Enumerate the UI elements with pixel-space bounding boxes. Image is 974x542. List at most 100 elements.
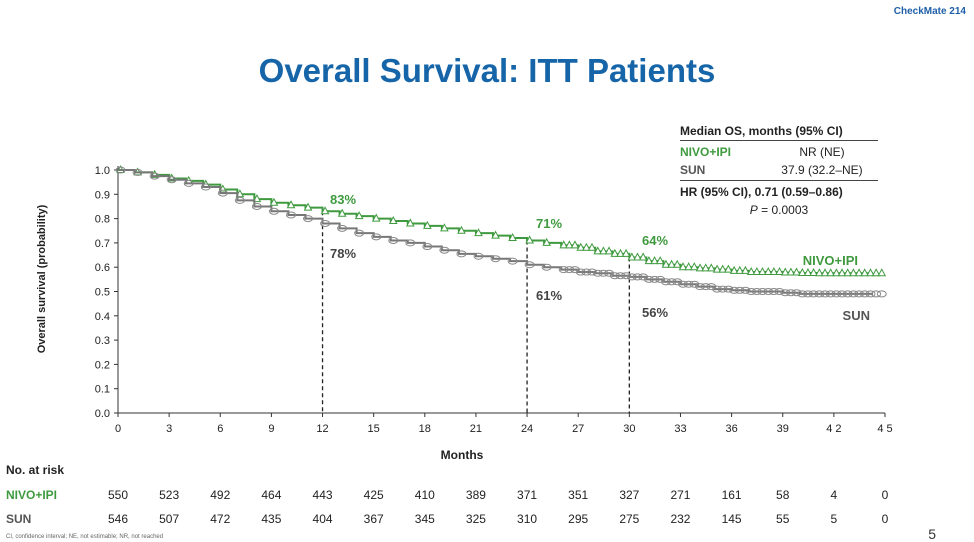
sun-censor-marker [626,273,637,281]
median-value-nivo: NR (NE) [799,145,845,159]
x-tick-label: 33 [674,423,686,435]
x-tick-label: 0 [115,423,121,435]
sun-censor-marker [149,172,160,180]
median-arm-sun: SUN [680,163,706,177]
nivo-ipi-censor-marker [746,267,756,276]
risk-value: 345 [414,512,435,526]
y-tick-label: 0.0 [95,408,110,420]
risk-value: 404 [312,512,333,526]
nivo-ipi-landmark-label: 71% [536,216,562,231]
risk-value: 435 [261,512,282,526]
x-tick-label: 30 [623,423,635,435]
nivo-ipi-censor-marker [803,267,813,277]
sun-censor-marker [643,275,654,283]
nivo-ipi-censor-marker [701,263,711,272]
p-value-number: = 0.0003 [757,203,809,217]
x-tick-label: 9 [268,423,274,435]
nivo-ipi-censor-marker [610,248,620,257]
risk-value: 443 [312,488,333,502]
sun-censor-marker [581,268,592,276]
sun-censor-marker [303,215,314,223]
risk-table-title: No. at risk [6,463,65,477]
survival-chart: 0.00.10.20.30.40.50.60.70.80.91.00 3 6 9 12 1… [95,164,893,435]
footnote: CI, confidence interval; NE, not estimab… [6,534,164,540]
nivo-ipi-censor-marker [621,248,631,257]
nivo-ipi-censor-marker [786,267,796,276]
sun-censor-marker [609,272,620,280]
nivo-ipi-censor-marker [405,218,415,227]
risk-value: 472 [210,512,231,526]
sun-censor-marker [660,278,671,286]
sun-censor-marker [763,288,774,295]
x-tick-label: 4 2 [826,423,841,435]
nivo-ipi-censor-marker [633,252,642,261]
nivo-ipi-censor-marker [775,267,784,276]
sun-censor-marker [780,289,791,297]
sun-censor-marker [666,278,677,286]
nivo-ipi-censor-marker [871,268,881,277]
nivo-ipi-censor-marker [587,242,597,251]
nivo-ipi-censor-marker [564,240,574,249]
y-tick-label: 1.0 [95,165,110,177]
nivo-ipi-censor-marker [837,268,847,277]
median-arm-nivo: NIVO+IPI [680,145,732,159]
sun-censor-marker [740,286,751,294]
sun-censor-marker [507,257,518,265]
y-tick-label: 0.6 [95,262,110,274]
risk-value: 389 [465,488,486,502]
nivo-ipi-censor-marker [638,252,648,261]
nivo-ipi-censor-marker [604,246,614,255]
nivo-ipi-censor-marker [655,256,665,265]
sun-landmark-label: 78% [330,246,356,261]
nivo-ipi-censor-marker [388,215,398,225]
risk-value: 55 [776,512,790,526]
sun-censor-marker [802,290,813,298]
risk-value: 410 [414,488,435,502]
nivo-ipi-censor-marker [593,246,603,255]
x-axis-label: Months [440,448,484,462]
sun-censor-marker [649,275,660,283]
nivo-ipi-censor-marker [508,232,517,242]
risk-value: 546 [107,512,129,526]
sun-censor-marker [848,290,859,298]
y-tick-label: 0.1 [95,384,110,396]
y-tick-label: 0.8 [95,214,110,226]
sun-censor-marker [337,224,348,232]
risk-value: 507 [159,512,180,526]
nivo-ipi-censor-marker [576,242,586,251]
risk-value: 351 [568,488,589,502]
sun-censor-marker [490,255,501,263]
sun-censor-marker [842,290,853,298]
risk-value: 550 [107,488,129,502]
sun-censor-marker [234,196,245,204]
sun-censor-marker [791,289,802,297]
risk-value: 295 [568,512,589,526]
nivo-ipi-censor-marker [371,213,381,222]
study-tag: CheckMate 214 [893,6,966,17]
sun-censor-marker [797,290,808,298]
nivo-ipi-censor-marker [269,197,279,206]
sun-censor-marker [683,280,694,288]
nivo-ipi-landmark-label: 83% [330,192,356,207]
risk-value: 161 [721,488,742,502]
sun-censor-marker [183,179,194,187]
sun-censor-marker [473,252,484,260]
nivo-ipi-censor-marker [337,208,347,217]
nivo-ipi-censor-marker [440,223,449,232]
sun-censor-marker [678,280,689,288]
nivo-ipi-censor-marker [678,262,688,271]
nivo-ipi-censor-marker [729,265,739,274]
sun-landmark-label: 56% [642,305,668,320]
risk-value: 0 [881,488,889,502]
risk-value: 371 [517,488,538,502]
sun-censor-marker [746,288,757,295]
x-tick-label: 4 5 [877,423,892,435]
sun-censor-marker [859,290,870,298]
risk-value: 464 [261,488,282,502]
nivo-ipi-censor-marker [650,256,659,265]
sun-censor-marker [456,250,467,258]
x-tick-label: 27 [572,423,584,435]
sun-censor-marker [814,290,825,298]
risk-value: 271 [670,488,691,502]
x-tick-label: 21 [470,423,482,435]
